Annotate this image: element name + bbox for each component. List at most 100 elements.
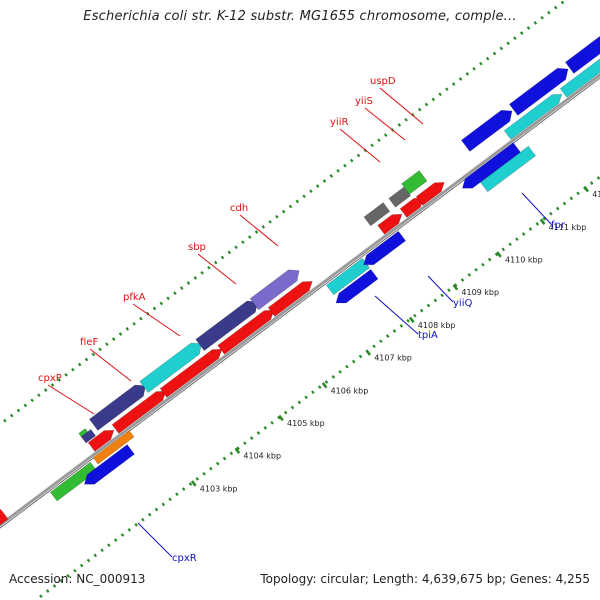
ruler-tick-outer [111, 337, 116, 341]
kbp-label: 4109 kbp [461, 288, 499, 297]
ruler-tick-inner [202, 471, 206, 476]
ruler-tick-inner [481, 262, 485, 267]
gene-yiiR[interactable] [363, 202, 391, 227]
ruler-tick-outer [159, 301, 164, 306]
ruler-major-tick [496, 251, 502, 258]
gene-label-reverse[interactable]: tpiA [418, 330, 438, 341]
gene-label-forward[interactable]: yiiS [355, 96, 373, 107]
kbp-label: 4106 kbp [331, 386, 369, 395]
ruler-tick-outer [451, 82, 456, 86]
gene-fpr[interactable] [479, 145, 537, 193]
gene-fpr-blue[interactable] [461, 142, 521, 189]
gene-red-3[interactable] [159, 348, 223, 398]
ruler-tick-inner [406, 318, 410, 323]
ruler-tick-outer [356, 153, 361, 158]
ruler-tick-outer [275, 214, 279, 219]
ruler-tick-outer [383, 133, 388, 137]
ruler-tick-inner [372, 344, 376, 349]
gene-red-1[interactable] [87, 429, 115, 452]
ruler-tick-outer [23, 403, 28, 408]
ruler-tick-inner [66, 573, 70, 578]
gene-cyan-mid-2[interactable] [559, 46, 600, 98]
ruler-tick-outer [465, 72, 470, 76]
outer-ruler [3, 0, 565, 423]
ruler-tick-inner [270, 420, 274, 425]
ruler-tick-inner [549, 211, 553, 216]
gene-outer-blue-2[interactable] [508, 67, 569, 116]
gene-pfkA[interactable] [139, 342, 202, 394]
ruler-tick-outer [370, 143, 374, 148]
gene-features[interactable] [0, 26, 600, 549]
gene-yiiQ-blue[interactable] [335, 268, 379, 304]
gene-red-6[interactable] [377, 213, 403, 235]
gene-labels[interactable]: cpxP fieF pfkA sbp cdh yiiR yiiS uspD cpxR tpiA yi… [38, 76, 566, 564]
leader-line-forward [197, 253, 237, 285]
kbp-label: 4112 kbp [592, 190, 600, 199]
label-leaders [47, 87, 552, 558]
ruler-major-tick [452, 284, 459, 291]
gene-tpiA[interactable] [325, 257, 371, 296]
gene-cdh[interactable] [249, 269, 300, 311]
gene-outer-blue-3[interactable] [564, 26, 600, 74]
gene-red-8[interactable] [415, 182, 445, 206]
gene-label-reverse[interactable]: cpxR [172, 553, 197, 564]
ruler-tick-inner [229, 451, 234, 456]
ruler-tick-inner [467, 273, 472, 277]
ruler-tick-inner [79, 563, 84, 568]
ruler-tick-inner [154, 507, 159, 512]
gene-outer-blue-1[interactable] [460, 109, 513, 152]
ruler-tick-inner [141, 517, 145, 522]
gene-label-forward[interactable]: sbp [188, 242, 206, 253]
map-title: Escherichia coli str. K-12 substr. MG165… [83, 9, 517, 24]
ruler-tick-inner [304, 395, 308, 400]
ruler-major-tick [321, 382, 328, 389]
gene-uspD[interactable] [401, 170, 428, 195]
gene-label-forward[interactable]: pfkA [123, 292, 146, 303]
gene-red-5[interactable] [267, 281, 313, 317]
ruler-tick-outer [560, 0, 565, 5]
ruler-tick-outer [377, 138, 381, 143]
gene-label-forward[interactable]: cdh [230, 203, 248, 214]
leader-line-reverse [374, 295, 419, 335]
leader-line-forward [379, 87, 424, 125]
gene-red-2[interactable] [111, 390, 167, 434]
ruler-tick-inner [474, 267, 478, 272]
gene-label-forward[interactable]: uspD [370, 76, 396, 87]
ruler-major-tick [234, 447, 241, 454]
gene-sbp[interactable] [195, 300, 258, 352]
ruler-tick-outer [492, 51, 497, 56]
gene-label-forward[interactable]: cpxP [38, 373, 62, 384]
gene-label-forward[interactable]: fieF [80, 337, 98, 348]
gene-cpxP-navy[interactable] [80, 428, 97, 444]
ruler-tick-outer [30, 398, 34, 403]
ruler-tick-outer [547, 10, 551, 15]
ruler-tick-outer [193, 276, 198, 280]
ruler-tick-inner [73, 568, 77, 573]
gene-fieF[interactable] [88, 384, 146, 431]
ruler-tick-inner [521, 232, 526, 236]
ruler-tick-outer [479, 61, 483, 66]
ruler-tick-outer [519, 31, 524, 35]
ruler-tick-outer [125, 327, 130, 331]
ruler-tick-inner [86, 558, 91, 563]
leader-line-reverse [521, 192, 552, 225]
gene-label-reverse[interactable]: yiiQ [453, 298, 472, 309]
gene-red-4[interactable] [217, 309, 275, 355]
gene-cyan-mid-1[interactable] [503, 93, 563, 140]
ruler-tick-outer [152, 306, 157, 311]
kbp-label: 4103 kbp [200, 484, 238, 493]
gene-label-reverse[interactable]: fpr [551, 220, 566, 231]
ruler-tick-outer [84, 357, 89, 362]
gene-cpxR[interactable] [84, 444, 135, 485]
gene-label-forward[interactable]: yiiR [330, 117, 348, 128]
gene-yiiS[interactable] [388, 186, 412, 208]
ruler-tick-inner [338, 369, 342, 374]
gene-yiiQ[interactable] [363, 230, 407, 266]
ruler-tick-outer [309, 189, 313, 194]
gene-left-red[interactable] [0, 508, 9, 549]
ruler-tick-outer [485, 56, 490, 61]
ruler-tick-inner [107, 543, 111, 548]
gene-cpxR-orange[interactable] [92, 430, 135, 465]
ruler-tick-inner [596, 176, 600, 180]
